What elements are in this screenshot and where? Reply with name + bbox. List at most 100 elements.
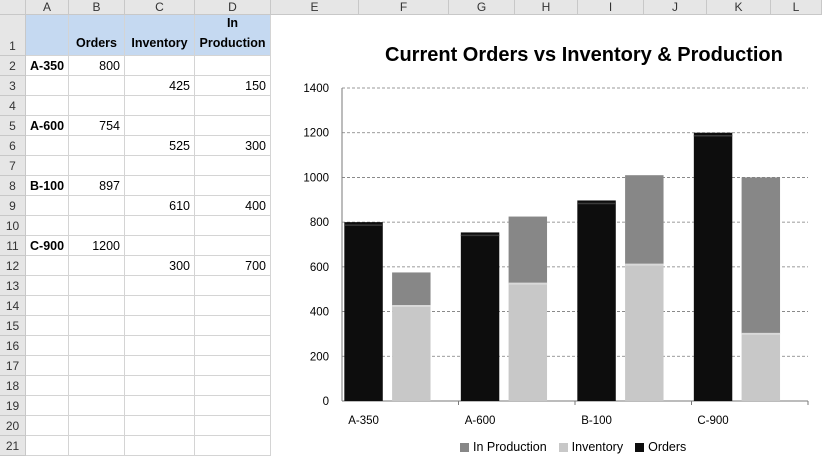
- row-header-9[interactable]: 9: [0, 196, 26, 216]
- cell-b9[interactable]: [69, 196, 125, 216]
- cell-b20[interactable]: [69, 416, 125, 436]
- cell-a6[interactable]: [26, 136, 69, 156]
- cell-b16[interactable]: [69, 336, 125, 356]
- row-header-8[interactable]: 8: [0, 176, 26, 196]
- column-header-i[interactable]: I: [578, 0, 644, 15]
- cell-d21[interactable]: [195, 436, 271, 456]
- row-header-16[interactable]: 16: [0, 336, 26, 356]
- row-header-14[interactable]: 14: [0, 296, 26, 316]
- row-header-21[interactable]: 21: [0, 436, 26, 456]
- cell-a2[interactable]: A-350: [26, 56, 69, 76]
- cell-b21[interactable]: [69, 436, 125, 456]
- row-header-12[interactable]: 12: [0, 256, 26, 276]
- cell-c13[interactable]: [125, 276, 195, 296]
- cell-b3[interactable]: [69, 76, 125, 96]
- column-header-g[interactable]: G: [449, 0, 515, 15]
- cell-d16[interactable]: [195, 336, 271, 356]
- cell-b17[interactable]: [69, 356, 125, 376]
- column-header-a[interactable]: A: [26, 0, 69, 15]
- cell-a15[interactable]: [26, 316, 69, 336]
- row-header-4[interactable]: 4: [0, 96, 26, 116]
- cell-c2[interactable]: [125, 56, 195, 76]
- column-header-c[interactable]: C: [125, 0, 195, 15]
- cell-a1[interactable]: [26, 15, 69, 56]
- row-header-15[interactable]: 15: [0, 316, 26, 336]
- cell-a19[interactable]: [26, 396, 69, 416]
- cell-c9[interactable]: 610: [125, 196, 195, 216]
- cell-d8[interactable]: [195, 176, 271, 196]
- row-header-18[interactable]: 18: [0, 376, 26, 396]
- cell-a20[interactable]: [26, 416, 69, 436]
- cell-d14[interactable]: [195, 296, 271, 316]
- row-header-10[interactable]: 10: [0, 216, 26, 236]
- row-header-2[interactable]: 2: [0, 56, 26, 76]
- cell-d17[interactable]: [195, 356, 271, 376]
- row-header-1[interactable]: 1: [0, 15, 26, 56]
- cell-c10[interactable]: [125, 216, 195, 236]
- cell-a8[interactable]: B-100: [26, 176, 69, 196]
- cell-c17[interactable]: [125, 356, 195, 376]
- cell-b12[interactable]: [69, 256, 125, 276]
- cell-c8[interactable]: [125, 176, 195, 196]
- cell-c20[interactable]: [125, 416, 195, 436]
- column-header-b[interactable]: B: [69, 0, 125, 15]
- row-header-13[interactable]: 13: [0, 276, 26, 296]
- row-header-20[interactable]: 20: [0, 416, 26, 436]
- cell-c16[interactable]: [125, 336, 195, 356]
- cell-d13[interactable]: [195, 276, 271, 296]
- cell-b8[interactable]: 897: [69, 176, 125, 196]
- chart-area[interactable]: [272, 16, 822, 460]
- cell-d11[interactable]: [195, 236, 271, 256]
- column-header-d[interactable]: D: [195, 0, 271, 15]
- cell-a5[interactable]: A-600: [26, 116, 69, 136]
- cell-d3[interactable]: 150: [195, 76, 271, 96]
- cell-a14[interactable]: [26, 296, 69, 316]
- cell-b10[interactable]: [69, 216, 125, 236]
- row-header-3[interactable]: 3: [0, 76, 26, 96]
- column-header-k[interactable]: K: [707, 0, 771, 15]
- cell-d6[interactable]: 300: [195, 136, 271, 156]
- cell-c18[interactable]: [125, 376, 195, 396]
- row-header-5[interactable]: 5: [0, 116, 26, 136]
- row-header-17[interactable]: 17: [0, 356, 26, 376]
- column-header-e[interactable]: E: [271, 0, 359, 15]
- row-header-19[interactable]: 19: [0, 396, 26, 416]
- column-header-j[interactable]: J: [644, 0, 707, 15]
- cell-a7[interactable]: [26, 156, 69, 176]
- cell-c11[interactable]: [125, 236, 195, 256]
- cell-d5[interactable]: [195, 116, 271, 136]
- cell-b14[interactable]: [69, 296, 125, 316]
- row-header-7[interactable]: 7: [0, 156, 26, 176]
- cell-b19[interactable]: [69, 396, 125, 416]
- cell-a4[interactable]: [26, 96, 69, 116]
- cell-c3[interactable]: 425: [125, 76, 195, 96]
- cell-c15[interactable]: [125, 316, 195, 336]
- cell-d9[interactable]: 400: [195, 196, 271, 216]
- cell-d4[interactable]: [195, 96, 271, 116]
- cell-c7[interactable]: [125, 156, 195, 176]
- cell-c4[interactable]: [125, 96, 195, 116]
- column-header-h[interactable]: H: [515, 0, 578, 15]
- column-header-l[interactable]: L: [771, 0, 822, 15]
- cell-b15[interactable]: [69, 316, 125, 336]
- row-header-6[interactable]: 6: [0, 136, 26, 156]
- cell-b13[interactable]: [69, 276, 125, 296]
- cell-a17[interactable]: [26, 356, 69, 376]
- cell-a16[interactable]: [26, 336, 69, 356]
- cell-b6[interactable]: [69, 136, 125, 156]
- cell-a18[interactable]: [26, 376, 69, 396]
- column-header-f[interactable]: F: [359, 0, 449, 15]
- cell-c14[interactable]: [125, 296, 195, 316]
- cell-a12[interactable]: [26, 256, 69, 276]
- cell-b7[interactable]: [69, 156, 125, 176]
- row-header-11[interactable]: 11: [0, 236, 26, 256]
- cell-a13[interactable]: [26, 276, 69, 296]
- cell-b11[interactable]: 1200: [69, 236, 125, 256]
- cell-a10[interactable]: [26, 216, 69, 236]
- select-all-corner[interactable]: [0, 0, 26, 15]
- cell-a21[interactable]: [26, 436, 69, 456]
- cell-d10[interactable]: [195, 216, 271, 236]
- cell-d19[interactable]: [195, 396, 271, 416]
- cell-c12[interactable]: 300: [125, 256, 195, 276]
- cell-a3[interactable]: [26, 76, 69, 96]
